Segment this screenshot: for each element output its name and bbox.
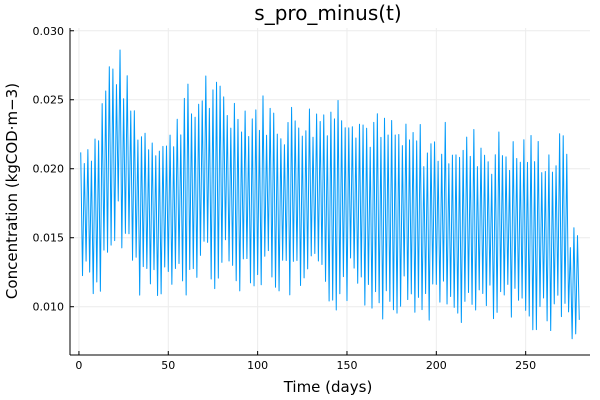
x-tick-label: 50	[161, 359, 175, 372]
y-tick-label: 0.030	[33, 25, 65, 38]
x-tick-label: 250	[515, 359, 536, 372]
x-tick-label: 200	[426, 359, 447, 372]
series-layer	[80, 49, 580, 340]
y-tick-label: 0.025	[33, 94, 65, 107]
y-axis-label: Concentration (kgCOD⋅m−3)	[3, 83, 21, 299]
x-tick-label: 0	[75, 359, 82, 372]
chart-title: s_pro_minus(t)	[254, 1, 401, 25]
x-axis-label: Time (days)	[283, 378, 373, 396]
y-tick-label: 0.010	[33, 301, 65, 314]
series-line	[80, 49, 580, 340]
y-tick-label: 0.020	[33, 163, 65, 176]
x-tick-label: 100	[247, 359, 268, 372]
x-ticks: 0 50 100 150 200 250	[75, 351, 536, 372]
axes	[69, 28, 590, 356]
y-tick-label: 0.015	[33, 232, 65, 245]
x-tick-label: 150	[336, 359, 357, 372]
y-ticks: 0.010 0.015 0.020 0.025 0.030	[33, 25, 74, 314]
